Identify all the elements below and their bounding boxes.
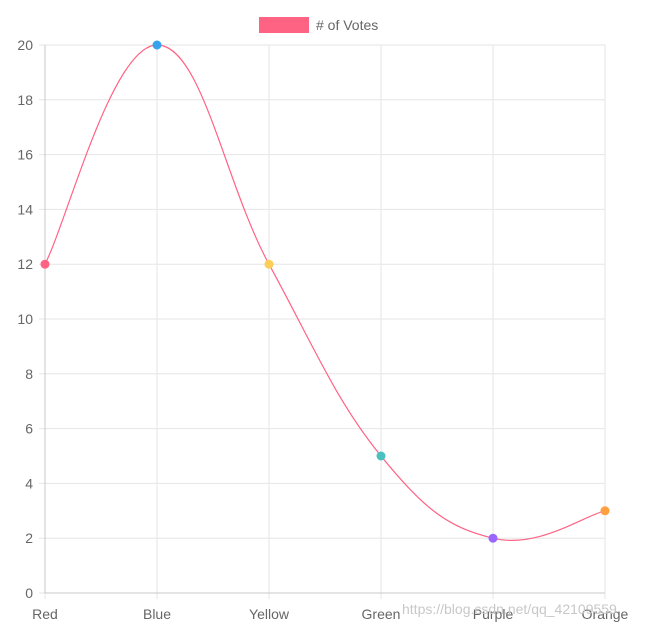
grid-lines bbox=[39, 44, 606, 599]
series bbox=[40, 40, 610, 543]
y-tick-label: 12 bbox=[17, 256, 33, 272]
y-tick-label: 14 bbox=[17, 201, 33, 217]
y-tick-label: 16 bbox=[17, 147, 33, 163]
y-tick-label: 2 bbox=[25, 530, 33, 546]
data-point-orange[interactable] bbox=[600, 506, 610, 516]
x-tick-label: Orange bbox=[582, 606, 629, 622]
y-axis-ticks: 0 2 4 6 8 10 12 14 16 18 20 bbox=[17, 37, 33, 601]
y-tick-label: 0 bbox=[25, 585, 33, 601]
y-tick-label: 20 bbox=[17, 37, 33, 53]
x-tick-label: Purple bbox=[473, 606, 514, 622]
y-tick-label: 8 bbox=[25, 366, 33, 382]
y-tick-label: 10 bbox=[17, 311, 33, 327]
x-tick-label: Green bbox=[362, 606, 401, 622]
legend-swatch[interactable] bbox=[259, 17, 309, 33]
data-point-yellow[interactable] bbox=[264, 259, 274, 269]
x-tick-label: Red bbox=[32, 606, 58, 622]
legend-label[interactable]: # of Votes bbox=[316, 17, 378, 33]
legend[interactable]: # of Votes bbox=[259, 17, 378, 33]
y-tick-label: 4 bbox=[25, 475, 33, 491]
x-axis-ticks: Red Blue Yellow Green Purple Orange bbox=[32, 606, 628, 622]
y-tick-label: 6 bbox=[25, 421, 33, 437]
data-point-green[interactable] bbox=[376, 451, 386, 461]
axes bbox=[44, 45, 605, 594]
series-line bbox=[44, 44, 606, 541]
data-point-purple[interactable] bbox=[488, 533, 498, 543]
x-tick-label: Blue bbox=[143, 606, 171, 622]
watermark-text: https://blog.csdn.net/qq_42109559 bbox=[402, 601, 617, 617]
data-point-red[interactable] bbox=[40, 259, 50, 269]
y-tick-label: 18 bbox=[17, 92, 33, 108]
data-point-blue[interactable] bbox=[152, 40, 162, 50]
x-tick-label: Yellow bbox=[249, 606, 290, 622]
